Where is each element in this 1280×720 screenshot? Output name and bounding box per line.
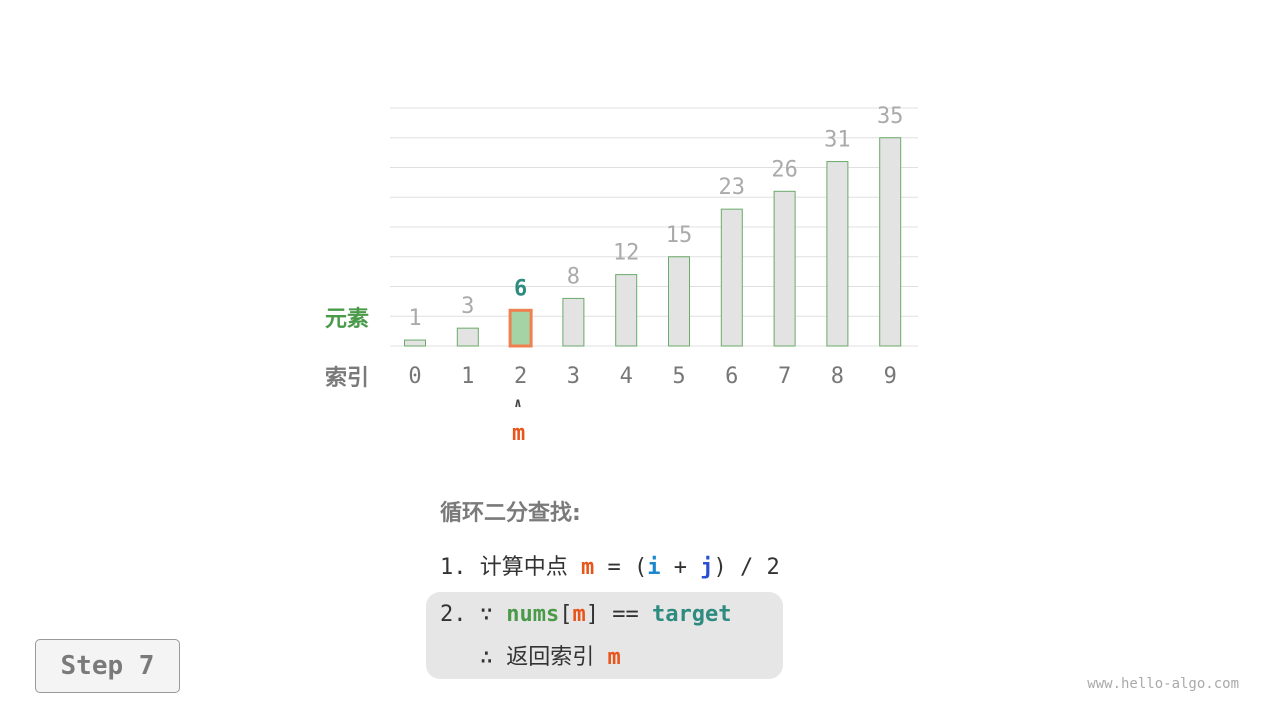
bar	[668, 256, 690, 347]
s2-rb: ]	[585, 602, 599, 627]
step-1: 1. 计算中点 m = (i + j) / 2	[440, 549, 780, 581]
step-button[interactable]: Step 7	[35, 639, 180, 693]
step-2-highlight	[426, 592, 783, 679]
indices-label: 索引	[325, 366, 370, 391]
s1-m: m	[581, 555, 595, 580]
index-label: 8	[831, 364, 844, 389]
bar	[826, 161, 849, 347]
s1-plus: +	[673, 555, 688, 580]
bar-value-label: 31	[824, 128, 851, 153]
bar-value-label: 8	[567, 264, 580, 289]
s1-i: i	[647, 555, 661, 580]
s2-num: 2.	[440, 602, 467, 627]
steps-title: 循环二分查找:	[440, 501, 581, 526]
bar-value-label: 15	[666, 223, 693, 248]
s1-rp: )	[713, 555, 727, 580]
s2-lb: [	[559, 602, 573, 627]
s2-target: target	[651, 602, 732, 627]
index-label: 9	[884, 364, 897, 389]
bar-value-label: 26	[771, 157, 798, 182]
bar-value-label: 12	[613, 241, 640, 266]
bar-value-label: 1	[408, 306, 421, 331]
s1-eq: =	[607, 555, 621, 580]
index-label: 0	[408, 364, 421, 389]
bar-value-label: 23	[719, 175, 746, 200]
bar-value-label: 3	[461, 294, 474, 319]
bar	[773, 190, 796, 347]
index-label: 2	[514, 364, 527, 389]
s1-j: j	[700, 555, 714, 580]
s2-therefore: ∴	[479, 645, 493, 670]
s1-div: /	[740, 555, 754, 580]
bar-value-label: 6	[514, 276, 527, 301]
pointer-arrow: ∧	[514, 396, 522, 411]
index-label: 3	[567, 364, 580, 389]
step-2: 2. ∵ nums[m] == target	[440, 602, 731, 627]
bar	[562, 297, 585, 347]
pointer-m-label: m	[512, 421, 526, 446]
index-label: 7	[778, 364, 791, 389]
bar	[720, 208, 743, 347]
s2-m2: m	[607, 645, 621, 670]
s1-num: 1.	[440, 555, 467, 580]
s2-nums: nums	[506, 602, 560, 627]
s2-because: ∵	[479, 602, 493, 627]
s2-m: m	[572, 602, 586, 627]
s1-text: 计算中点	[479, 555, 568, 580]
s2-eqeq: ==	[612, 602, 639, 627]
s1-two: 2	[766, 555, 780, 580]
step-2-conclusion: ∴ 返回索引 m	[440, 639, 621, 671]
s2-text: 返回索引	[506, 645, 595, 670]
index-label: 4	[620, 364, 633, 389]
bar	[615, 274, 638, 347]
bar-value-label: 35	[877, 104, 904, 129]
index-label: 5	[672, 364, 685, 389]
bar	[508, 308, 533, 348]
bar	[879, 137, 902, 347]
s1-lp: (	[634, 555, 648, 580]
bar	[456, 327, 479, 347]
bar	[404, 339, 426, 347]
index-label: 6	[725, 364, 738, 389]
index-label: 1	[461, 364, 474, 389]
watermark: www.hello-algo.com	[1087, 676, 1239, 692]
elements-label: 元素	[325, 307, 370, 332]
